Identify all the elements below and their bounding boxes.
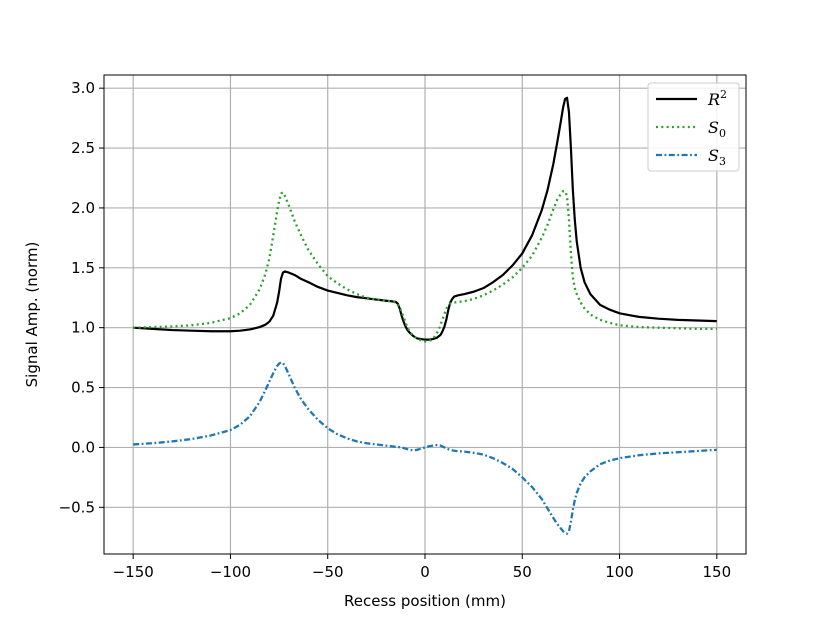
axis-ticks: −150 −100 −50 0 50 100 150 −0.5 0.0 0.5 1.0 1.5 2.0 2… [59,79,732,581]
legend-entry-1: S0 [708,118,726,140]
x-axis-label: Recess position (mm) [344,592,506,610]
legend-entry-name: S [708,146,719,165]
x-tick-label: −100 [210,563,251,581]
series-group [133,96,717,535]
y-tick-label: 3.0 [71,79,95,97]
x-tick-label: 50 [513,563,532,581]
y-tick-label: −0.5 [59,498,95,516]
series-line-0 [133,96,717,341]
y-tick-label: 2.5 [71,139,95,157]
y-tick-label: 1.0 [71,319,95,337]
y-tick-label: 0.0 [71,438,95,456]
legend-entry-2: S3 [708,146,726,168]
legend-entry-superscript: 2 [720,88,727,101]
legend-entry-subscript: 0 [719,127,726,140]
y-tick-label: 1.5 [71,259,95,277]
legend-entry-name: R [707,90,720,109]
x-tick-label: −150 [113,563,154,581]
series-line-1 [133,190,717,343]
legend-entry-0: R2 [707,88,727,109]
legend-entry-name: S [708,118,719,137]
series-line-2 [133,361,717,535]
grid [104,75,746,554]
y-tick-label: 0.5 [71,379,95,397]
x-tick-label: 150 [702,563,731,581]
x-tick-label: 0 [420,563,430,581]
y-tick-label: 2.0 [71,199,95,217]
y-axis-label: Signal Amp. (norm) [23,242,41,388]
x-tick-label: 100 [605,563,634,581]
legend-entry-subscript: 3 [719,155,726,168]
x-tick-label: −50 [312,563,344,581]
